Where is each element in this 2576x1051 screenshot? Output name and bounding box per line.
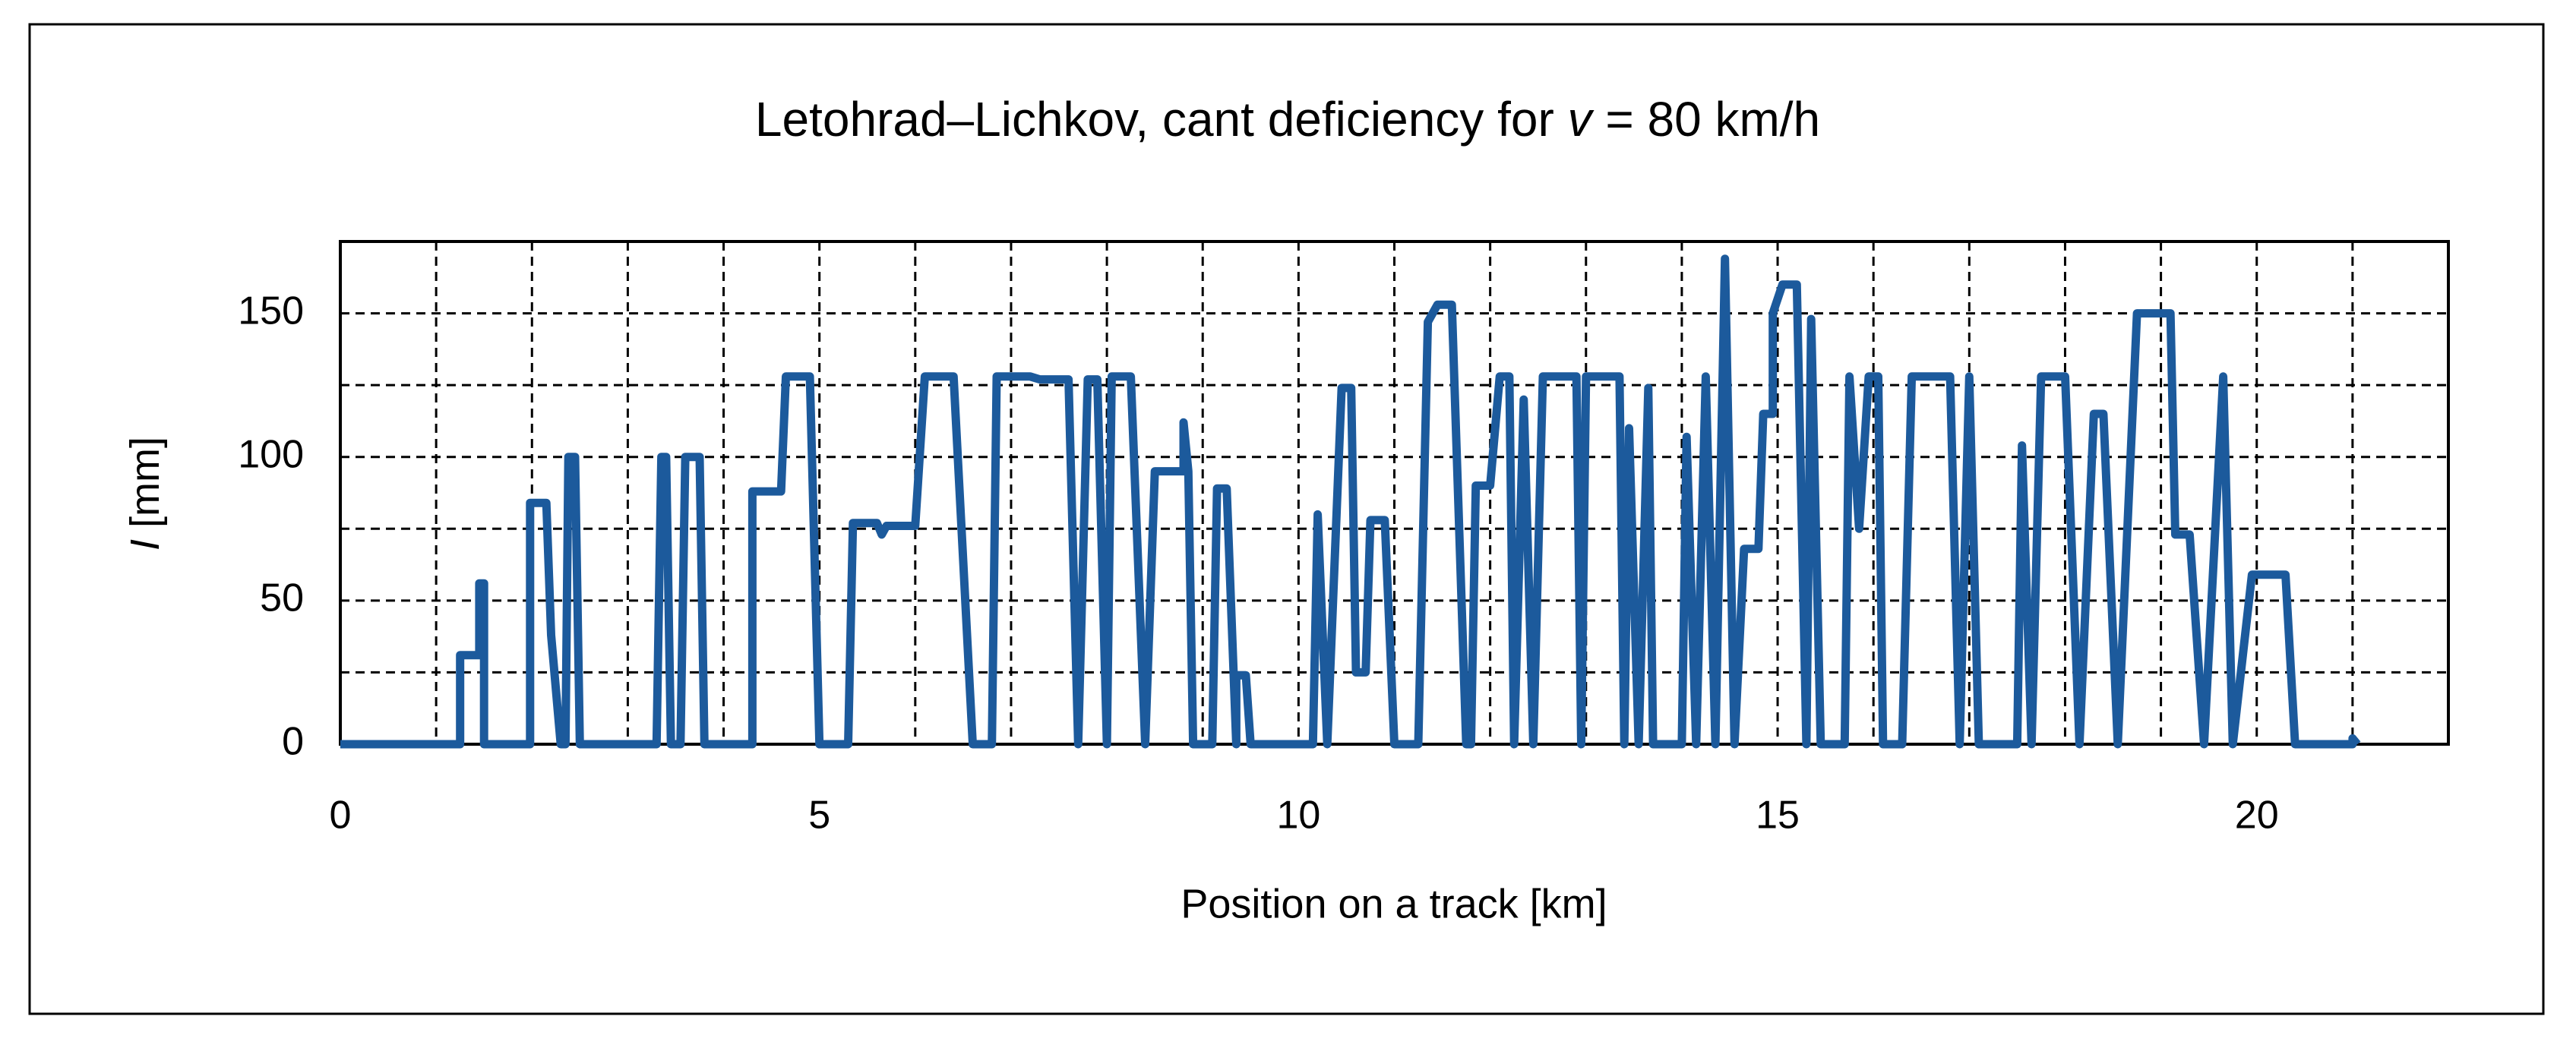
chart-title: Letohrad–Lichkov, cant deficiency for v … (755, 92, 1820, 147)
y-label-part: [mm] (122, 437, 168, 539)
title-part: = 80 km/h (1592, 92, 1821, 147)
x-tick-label: 10 (1276, 794, 1320, 838)
y-label-part: I (122, 539, 168, 551)
x-tick-label: 15 (1756, 794, 1800, 838)
x-tick-label: 0 (330, 794, 352, 838)
title-part: Letohrad–Lichkov, cant deficiency for (755, 92, 1568, 147)
y-tick-label: 100 (238, 432, 304, 476)
y-tick-label: 0 (282, 720, 304, 764)
chart-border (28, 23, 2545, 1015)
x-tick-label: 5 (808, 794, 830, 838)
title-part: v (1568, 92, 1595, 147)
data-line (340, 254, 2361, 749)
y-tick-label: 150 (238, 289, 304, 333)
y-axis-label: I [mm] (122, 437, 168, 551)
y-tick-label: 50 (260, 576, 304, 620)
x-axis-label: Position on a track [km] (1181, 881, 1607, 926)
x-tick-label: 20 (2235, 794, 2279, 838)
